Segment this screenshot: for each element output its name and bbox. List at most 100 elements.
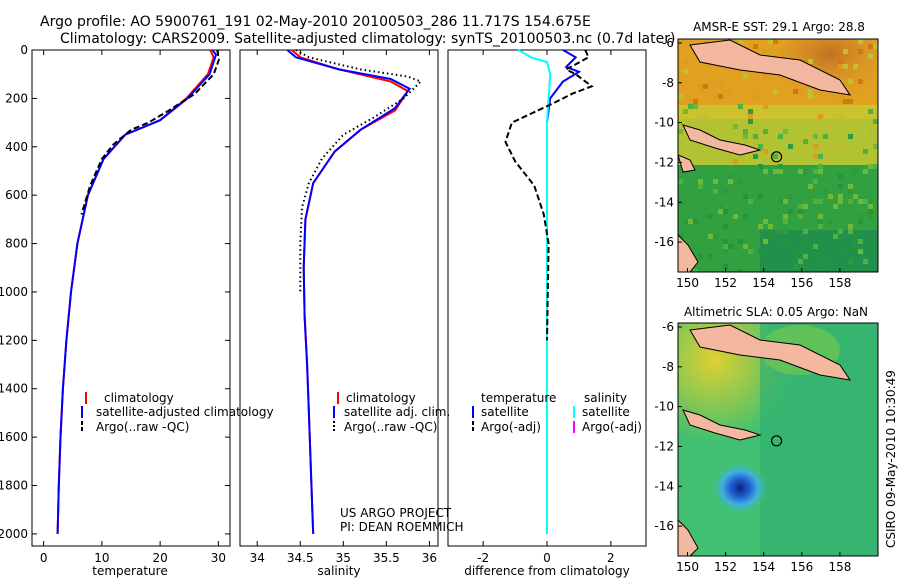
y-tick-label: 200 (5, 91, 28, 105)
sst-pixel (813, 144, 818, 149)
series-line (56, 49, 215, 534)
sst-pixel (773, 39, 778, 44)
x-tick-label: 30 (211, 551, 226, 565)
sst-map-axes: 150 152 154 156 158 -6 -8 -10 -12 -14 -16 (654, 36, 851, 290)
temperature-legend: climatology satellite-adjusted climatolo… (81, 391, 274, 434)
sst-pixel (858, 239, 863, 244)
temperature-xlabel: temperature (92, 564, 167, 578)
y-tick-label: 1400 (0, 382, 28, 396)
sst-map-frame (677, 38, 879, 273)
coastline-shape (678, 154, 696, 173)
sst-pixel (858, 49, 863, 54)
sst-pixel (763, 129, 768, 134)
map-y-tick-label: -10 (654, 116, 674, 130)
y-tick-label: 600 (5, 188, 28, 202)
sst-pixel (863, 149, 868, 154)
coastline-shape (689, 39, 852, 96)
sst-pixel (798, 259, 803, 264)
map-y-tick-label: -14 (654, 195, 674, 209)
curves-layer (56, 49, 594, 534)
sst-pixel (848, 199, 853, 204)
sst-pixel (838, 229, 843, 234)
sst-pixel (858, 249, 863, 254)
sst-pixel (868, 214, 873, 219)
sst-pixel (868, 209, 873, 214)
sst-pixel (818, 219, 823, 224)
sst-pixel (703, 114, 708, 119)
x-tick-label: 35.5 (373, 551, 400, 565)
difference-legend: temperature salinity satellite Argo(-adj… (472, 391, 642, 434)
sst-pixel (748, 139, 753, 144)
legend-temp-climatology: climatology (104, 391, 174, 405)
map-x-tick-label: 154 (752, 560, 775, 574)
sst-pixel (838, 59, 843, 64)
map-y-tick-label: -10 (654, 400, 674, 414)
sst-pixel (813, 179, 818, 184)
salinity-xlabel: salinity (317, 564, 360, 578)
sla-eddy (712, 462, 768, 514)
sst-pixel (678, 94, 683, 99)
sst-pixel (848, 259, 853, 264)
sst-pixel (778, 134, 783, 139)
y-tick-label: 1600 (0, 430, 28, 444)
sst-pixel (748, 114, 753, 119)
sst-pixel (778, 154, 783, 159)
sst-pixel (803, 239, 808, 244)
sst-pixel (773, 154, 778, 159)
y-tick-label: 0 (20, 43, 28, 57)
coastline-shape (682, 124, 762, 156)
sst-pixel (863, 169, 868, 174)
sst-pixel (793, 264, 798, 269)
sst-pixel (758, 224, 763, 229)
sst-pixel (758, 164, 763, 169)
sst-pixel (753, 94, 758, 99)
sst-pixel (823, 149, 828, 154)
sst-pixel (868, 109, 873, 114)
sst-pixel (738, 39, 743, 44)
sst-pixel (733, 214, 738, 219)
sst-pixel (768, 224, 773, 229)
sst-pixel (798, 214, 803, 219)
sst-pixel (803, 254, 808, 259)
axes-layer: 0 10 20 30020040060080010001200140016001800… (0, 43, 615, 565)
y-tick-label: 400 (5, 140, 28, 154)
sst-pixel (763, 169, 768, 174)
sla-map (678, 323, 878, 556)
sst-pixel (718, 94, 723, 99)
sst-pixel (723, 249, 728, 254)
sst-pixel (848, 99, 853, 104)
map-x-tick-label: 152 (714, 560, 737, 574)
sst-pixel (823, 159, 828, 164)
sst-map (678, 39, 878, 272)
sst-pixel (703, 84, 708, 89)
legend-header-temperature: temperature (481, 391, 556, 405)
sst-pixel (853, 194, 858, 199)
sst-pixel (753, 154, 758, 159)
legend-sal-climatology: climatology (346, 391, 416, 405)
sst-pixel (688, 219, 693, 224)
sst-pixel (738, 179, 743, 184)
x-tick-label: 34 (250, 551, 265, 565)
profile-location-marker (770, 151, 783, 163)
sst-pixel (698, 84, 703, 89)
map-x-tick-label: 158 (828, 560, 851, 574)
map-y-tick-label: -14 (654, 479, 674, 493)
sst-pixel (793, 249, 798, 254)
x-tick-label: 35 (336, 551, 351, 565)
series-line (295, 49, 423, 292)
sst-pixel (838, 64, 843, 69)
x-tick-label: 36 (422, 551, 437, 565)
sst-pixel (718, 84, 723, 89)
coastline-shape (689, 324, 852, 381)
sst-pixel (798, 89, 803, 94)
sst-pixel (678, 179, 683, 184)
sst-pixel (723, 264, 728, 269)
map-y-tick-label: -16 (654, 235, 674, 249)
sst-pixel (748, 119, 753, 124)
sst-pixel (803, 229, 808, 234)
sst-pixel (768, 39, 773, 44)
sst-pixel (718, 209, 723, 214)
sst-pixel (678, 234, 683, 239)
sst-pixel (813, 169, 818, 174)
